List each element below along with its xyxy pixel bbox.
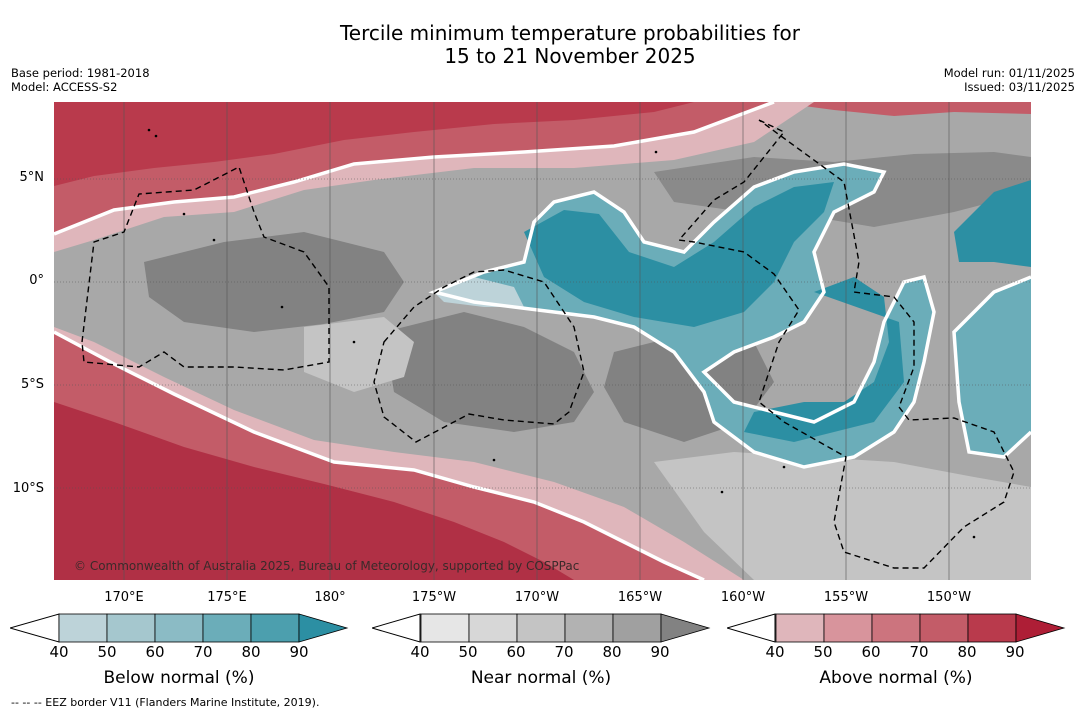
below-colorbar-cell-2	[106, 613, 156, 643]
lon-label-170e: 170°E	[104, 590, 144, 605]
below-colorbar-cell-5	[250, 613, 300, 643]
above-tick-60: 60	[861, 643, 881, 661]
above-colorbar-cell-4	[919, 613, 969, 643]
probability-map	[54, 102, 1031, 580]
colorbar-below-normal	[10, 613, 349, 643]
eez-footnote: -- -- -- EEZ border V11 (Flanders Marine…	[11, 696, 320, 709]
eez-borders	[81, 119, 1015, 569]
above-tick-90: 90	[1005, 643, 1025, 661]
above-colorbar-cell-5	[967, 613, 1017, 643]
below-tick-80: 80	[241, 643, 261, 661]
below-colorbar-cell-3	[154, 613, 204, 643]
above-tick-40: 40	[765, 643, 785, 661]
near-tick-40: 40	[410, 643, 430, 661]
lat-label-0: 0°	[29, 273, 44, 288]
below-normal-south-dark	[744, 277, 904, 442]
meta-left: Base period: 1981-2018 Model: ACCESS-S2	[11, 66, 150, 94]
near-tick-90: 90	[650, 643, 670, 661]
near-normal-light-mid	[304, 317, 414, 392]
island-markers	[147, 128, 976, 539]
below-colorbar-max-arrow	[298, 613, 349, 643]
lat-label-5n: 5°N	[19, 170, 45, 185]
below-colorbar-cell-1	[58, 613, 108, 643]
above-normal-north-dark	[54, 102, 694, 186]
above-tick-50: 50	[813, 643, 833, 661]
below-normal-northeast-dark	[954, 180, 1031, 267]
lon-label-165w: 165°W	[617, 590, 663, 605]
lon-label-155w: 155°W	[823, 590, 869, 605]
below-normal-east	[954, 277, 1031, 457]
lon-label-160w: 160°W	[720, 590, 766, 605]
below-tick-90: 90	[289, 643, 309, 661]
base-period: Base period: 1981-2018	[11, 66, 150, 80]
meta-right: Model run: 01/11/2025 Issued: 03/11/2025	[944, 66, 1075, 94]
colorbar-below-min-arrow	[10, 613, 60, 643]
near-tick-80: 80	[602, 643, 622, 661]
above-colorbar-max-arrow	[1015, 613, 1066, 643]
below-tick-40: 40	[49, 643, 69, 661]
copyright-credit: © Commonwealth of Australia 2025, Bureau…	[74, 559, 580, 573]
above-colorbar-cell-3	[871, 613, 921, 643]
below-tick-60: 60	[145, 643, 165, 661]
colorbar-near-min-arrow	[372, 613, 421, 643]
below-tick-50: 50	[97, 643, 117, 661]
above-colorbar-cell-1	[775, 613, 825, 643]
colorbar-above-title: Above normal (%)	[819, 668, 973, 688]
below-normal-central-dark	[524, 182, 834, 327]
lon-label-150w: 150°W	[926, 590, 972, 605]
below-tick-70: 70	[193, 643, 213, 661]
contour-teal	[428, 162, 936, 469]
near-colorbar-cell-3	[516, 613, 566, 643]
above-tick-80: 80	[957, 643, 977, 661]
contour-north	[54, 102, 775, 236]
near-normal-dark-central	[384, 312, 594, 432]
near-tick-50: 50	[458, 643, 478, 661]
near-colorbar-max-arrow	[660, 613, 711, 643]
above-normal-south-dark	[54, 402, 574, 580]
near-colorbar-cell-1	[420, 613, 470, 643]
issued-date: Issued: 03/11/2025	[964, 80, 1075, 94]
meridians	[123, 102, 950, 580]
lon-label-180: 180°	[314, 590, 346, 605]
title-line-2: 15 to 21 November 2025	[444, 44, 696, 68]
colorbar-above-min-arrow	[727, 613, 776, 643]
colorbar-below-title: Below normal (%)	[103, 668, 255, 688]
model-name: Model: ACCESS-S2	[11, 80, 118, 94]
near-normal-light-south	[654, 452, 1031, 580]
model-run: Model run: 01/11/2025	[943, 66, 1075, 80]
lat-label-5s: 5°S	[20, 377, 44, 392]
near-colorbar-cell-4	[564, 613, 614, 643]
near-tick-60: 60	[506, 643, 526, 661]
near-colorbar-cell-2	[468, 613, 518, 643]
colorbar-near-title: Near normal (%)	[470, 668, 612, 688]
map-svg	[54, 102, 1031, 580]
near-tick-70: 70	[554, 643, 574, 661]
chart-title: Tercile minimum temperature probabilitie…	[0, 22, 1085, 68]
near-colorbar-cell-5	[612, 613, 662, 643]
below-colorbar-cell-4	[202, 613, 252, 643]
above-colorbar-cell-2	[823, 613, 873, 643]
contour-south	[54, 330, 705, 580]
title-line-1: Tercile minimum temperature probabilitie…	[339, 21, 801, 45]
lon-label-175w: 175°W	[411, 590, 457, 605]
colorbar-above-normal	[727, 613, 1066, 643]
contour-east	[952, 275, 1031, 459]
lon-label-175e: 175°E	[207, 590, 247, 605]
lat-label-10s: 10°S	[12, 481, 44, 496]
colorbar-near-normal	[372, 613, 711, 643]
lon-label-170w: 170°W	[514, 590, 560, 605]
above-tick-70: 70	[909, 643, 929, 661]
